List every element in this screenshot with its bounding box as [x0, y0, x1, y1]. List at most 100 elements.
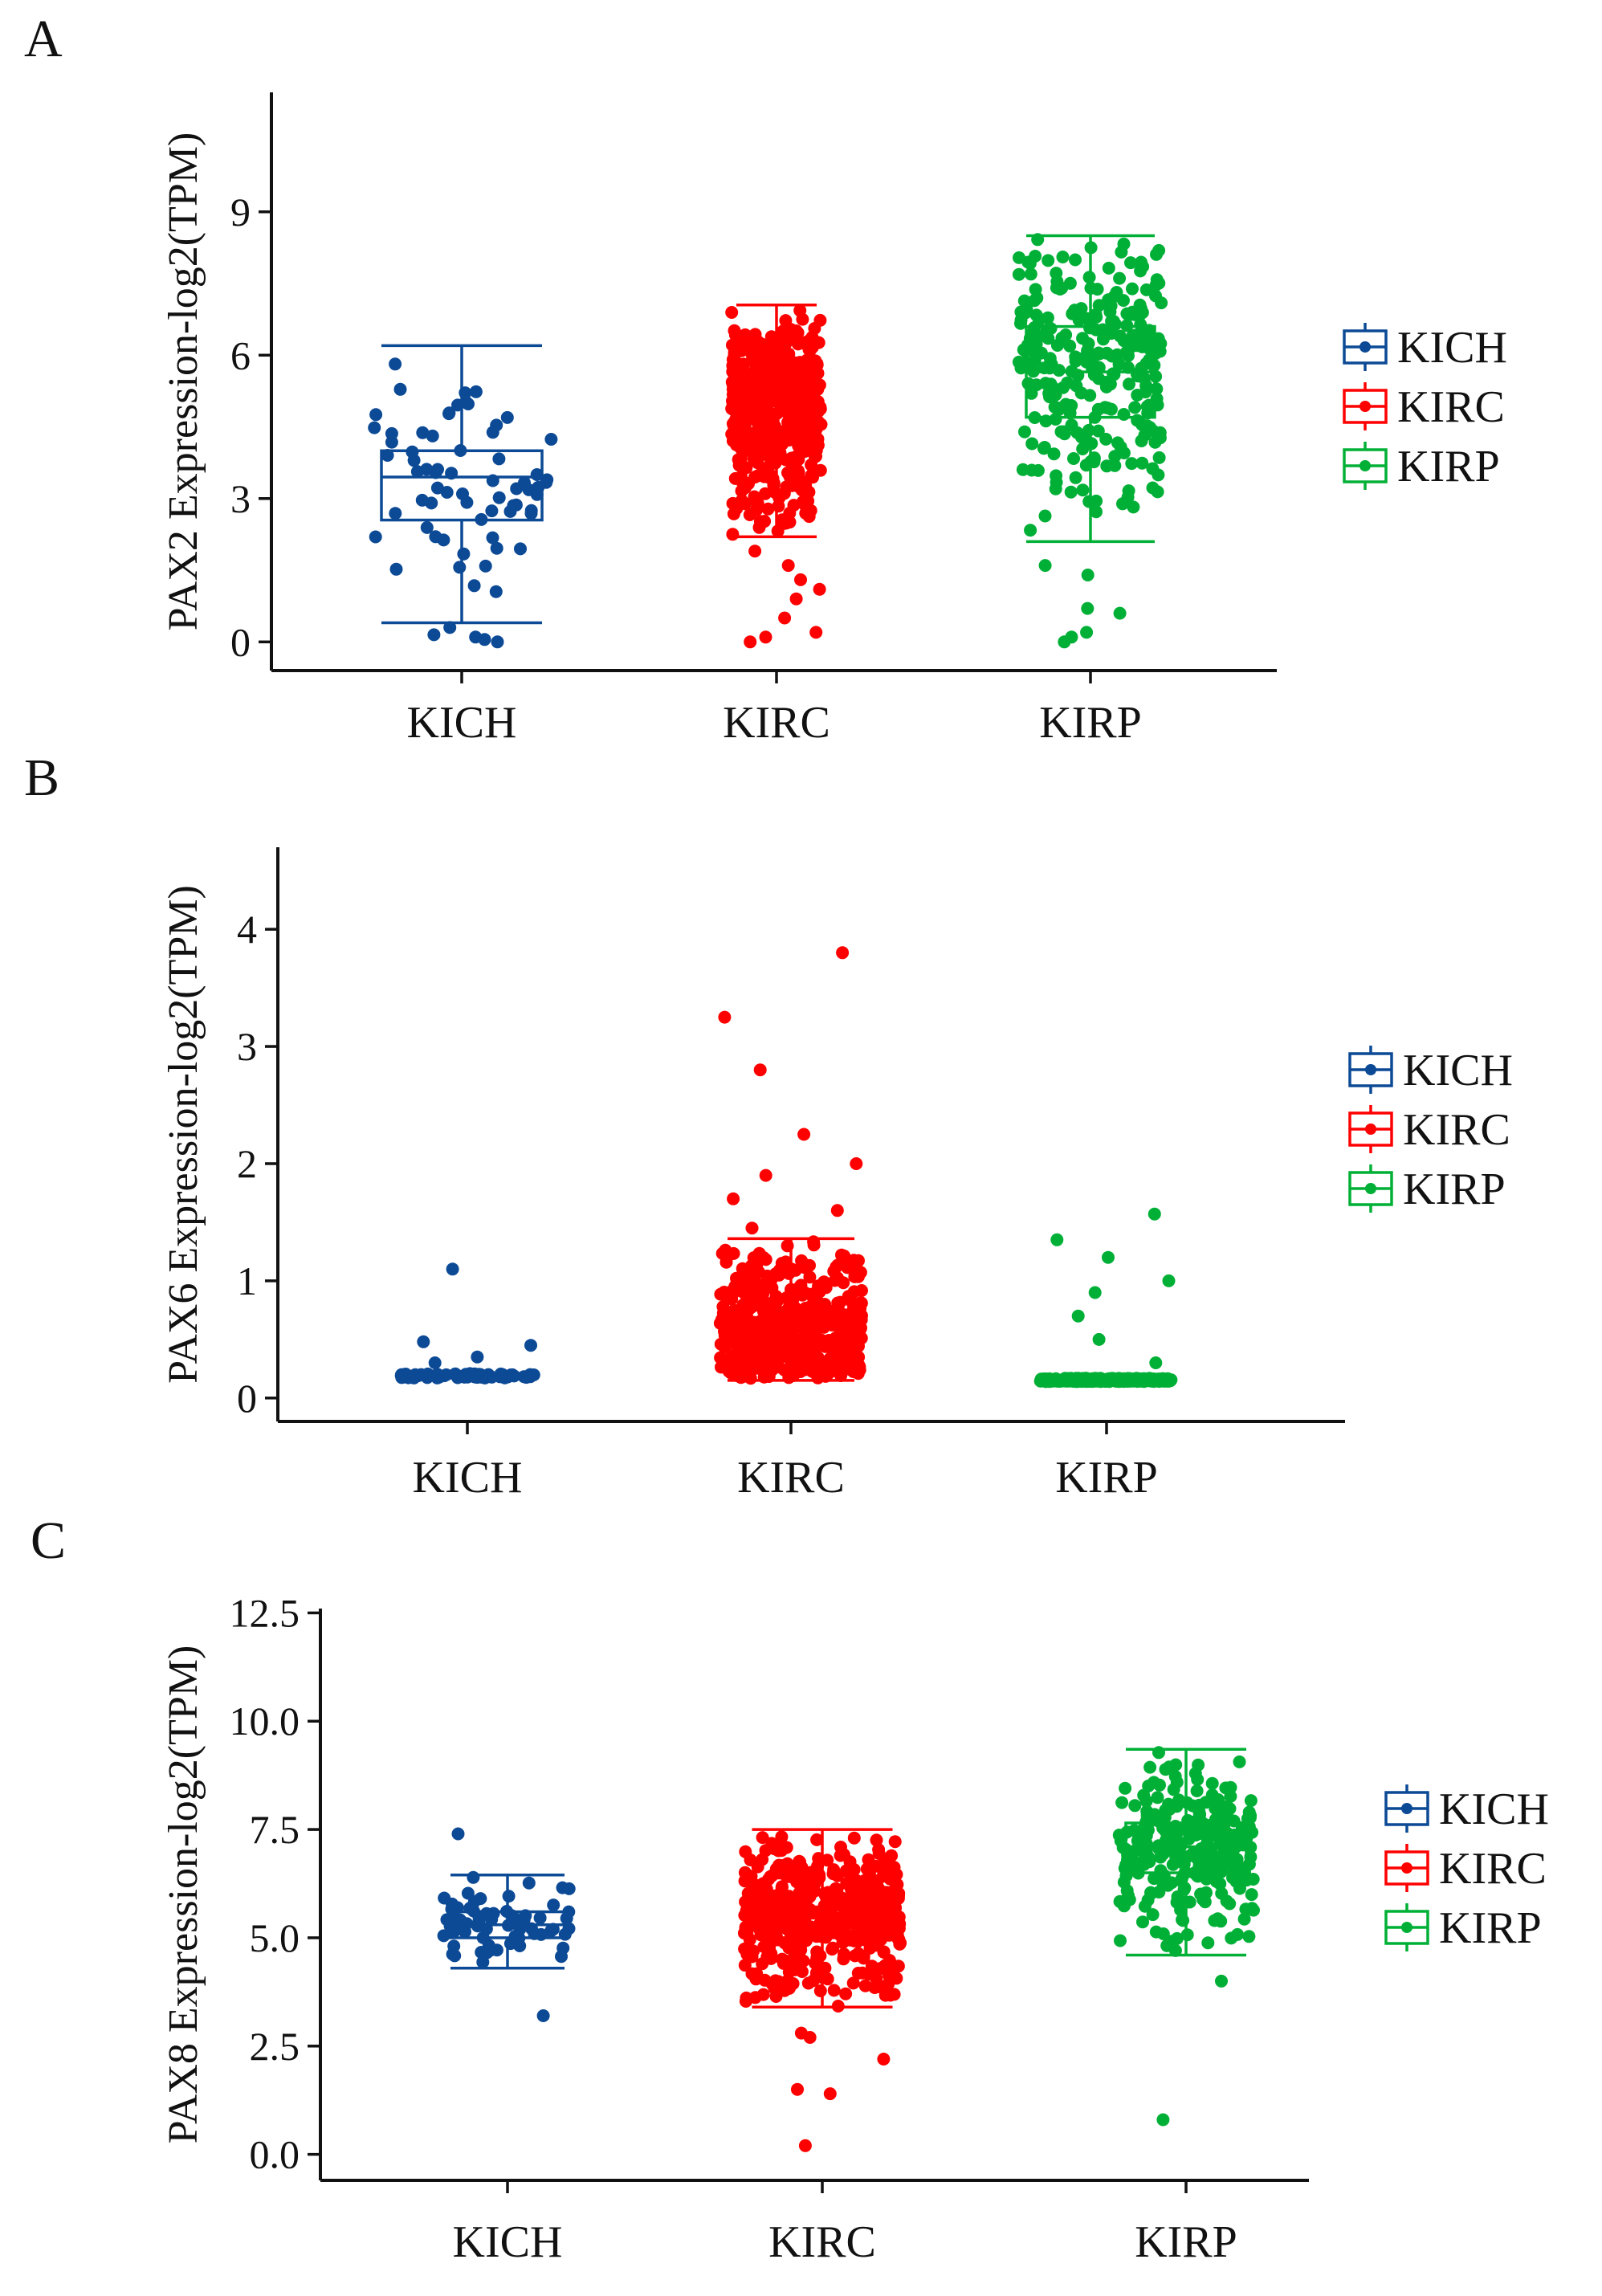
data-point — [544, 433, 558, 446]
data-point — [825, 1943, 839, 1956]
legend-point — [1359, 460, 1371, 471]
data-point — [798, 426, 812, 439]
data-point — [1190, 1784, 1204, 1797]
outlier-point — [1156, 2113, 1170, 2127]
data-point — [368, 421, 381, 434]
data-point — [783, 1318, 797, 1332]
data-point — [1139, 1846, 1153, 1860]
data-point — [420, 463, 434, 476]
data-point — [801, 1976, 815, 1990]
data-point — [726, 528, 740, 541]
data-point — [1065, 399, 1078, 412]
data-point — [1076, 431, 1090, 445]
data-point — [1114, 1834, 1127, 1848]
x-tick-label: KICH — [413, 1453, 523, 1503]
data-point — [739, 1845, 752, 1858]
data-point — [1108, 450, 1122, 463]
legend-label: KIRC — [1403, 1105, 1510, 1155]
legend: KICH KIRC KIRP — [1343, 323, 1507, 491]
data-point — [1162, 1797, 1176, 1811]
data-point — [467, 579, 481, 593]
points-kirc — [725, 304, 828, 649]
legend-point — [1401, 1862, 1412, 1874]
data-point — [808, 436, 821, 450]
outlier-point — [524, 1339, 537, 1352]
box-group-kirp: KIRP — [1033, 1207, 1178, 1503]
data-point — [790, 479, 804, 492]
data-point — [1112, 357, 1126, 371]
data-point — [492, 491, 506, 504]
data-point — [1223, 1897, 1237, 1911]
data-point — [782, 1364, 796, 1377]
data-point — [1229, 1874, 1243, 1888]
data-point — [1181, 1813, 1195, 1827]
data-point — [1192, 1805, 1206, 1818]
y-axis-label: PAX6 Expression-log2(TPM) — [161, 885, 206, 1384]
outlier-point — [745, 1221, 759, 1235]
data-point — [739, 1347, 752, 1360]
data-point — [438, 1891, 451, 1905]
data-point — [808, 1956, 821, 1970]
data-point — [1063, 339, 1077, 353]
data-point — [872, 1843, 886, 1857]
data-point — [785, 1955, 799, 1968]
data-point — [803, 1311, 817, 1325]
data-point — [888, 1835, 902, 1849]
data-point — [1170, 1895, 1184, 1909]
y-tick-label: 12.5 — [230, 1590, 300, 1635]
data-point — [839, 1987, 853, 2000]
data-point — [1076, 483, 1090, 497]
data-point — [1104, 327, 1118, 341]
outlier-point — [1102, 1250, 1115, 1264]
data-point — [757, 470, 771, 483]
outlier-point — [471, 1350, 484, 1364]
data-point — [490, 418, 503, 432]
box-iqr — [735, 373, 818, 443]
data-point — [782, 1341, 796, 1355]
data-point — [1111, 436, 1124, 450]
y-tick-label: 3 — [230, 476, 251, 521]
data-point — [805, 458, 818, 471]
data-point — [385, 426, 398, 440]
data-point — [425, 496, 438, 510]
data-point — [1128, 1799, 1142, 1813]
data-point — [748, 1991, 762, 2004]
data-point — [728, 471, 742, 485]
data-point — [812, 405, 825, 418]
box-group-kich: KICH — [394, 1262, 540, 1503]
data-point — [1140, 419, 1154, 433]
legend-key-kirc — [1384, 1844, 1429, 1892]
data-point — [836, 1361, 850, 1375]
data-point — [838, 1848, 850, 1862]
data-point — [1188, 1767, 1202, 1780]
outlier-point — [1081, 602, 1094, 615]
data-point — [389, 562, 403, 576]
data-point — [851, 1270, 865, 1283]
x-tick-label: KIRC — [768, 2217, 876, 2267]
legend-key-kich — [1348, 1046, 1393, 1094]
data-point — [742, 1294, 756, 1307]
data-point — [846, 1976, 860, 1990]
data-point — [1158, 1811, 1172, 1824]
data-point — [1167, 1783, 1180, 1796]
data-point — [745, 1950, 759, 1964]
data-point — [782, 1918, 796, 1931]
data-point — [803, 1902, 817, 1916]
legend-key-kirp — [1343, 442, 1388, 490]
data-point — [1067, 452, 1080, 465]
data-point — [862, 1867, 876, 1881]
data-point — [763, 358, 776, 372]
data-point — [524, 507, 538, 520]
data-point — [457, 547, 471, 561]
data-point — [761, 1941, 775, 1955]
data-point — [1125, 340, 1139, 353]
data-point — [840, 1865, 854, 1878]
data-point — [1169, 1833, 1183, 1847]
data-point — [1033, 1374, 1047, 1388]
outlier-point — [850, 1157, 863, 1170]
outlier-point — [1071, 1309, 1085, 1323]
legend-point — [1365, 1064, 1376, 1075]
data-point — [758, 1973, 772, 1987]
data-point — [846, 1917, 860, 1931]
outlier-point — [809, 626, 823, 639]
